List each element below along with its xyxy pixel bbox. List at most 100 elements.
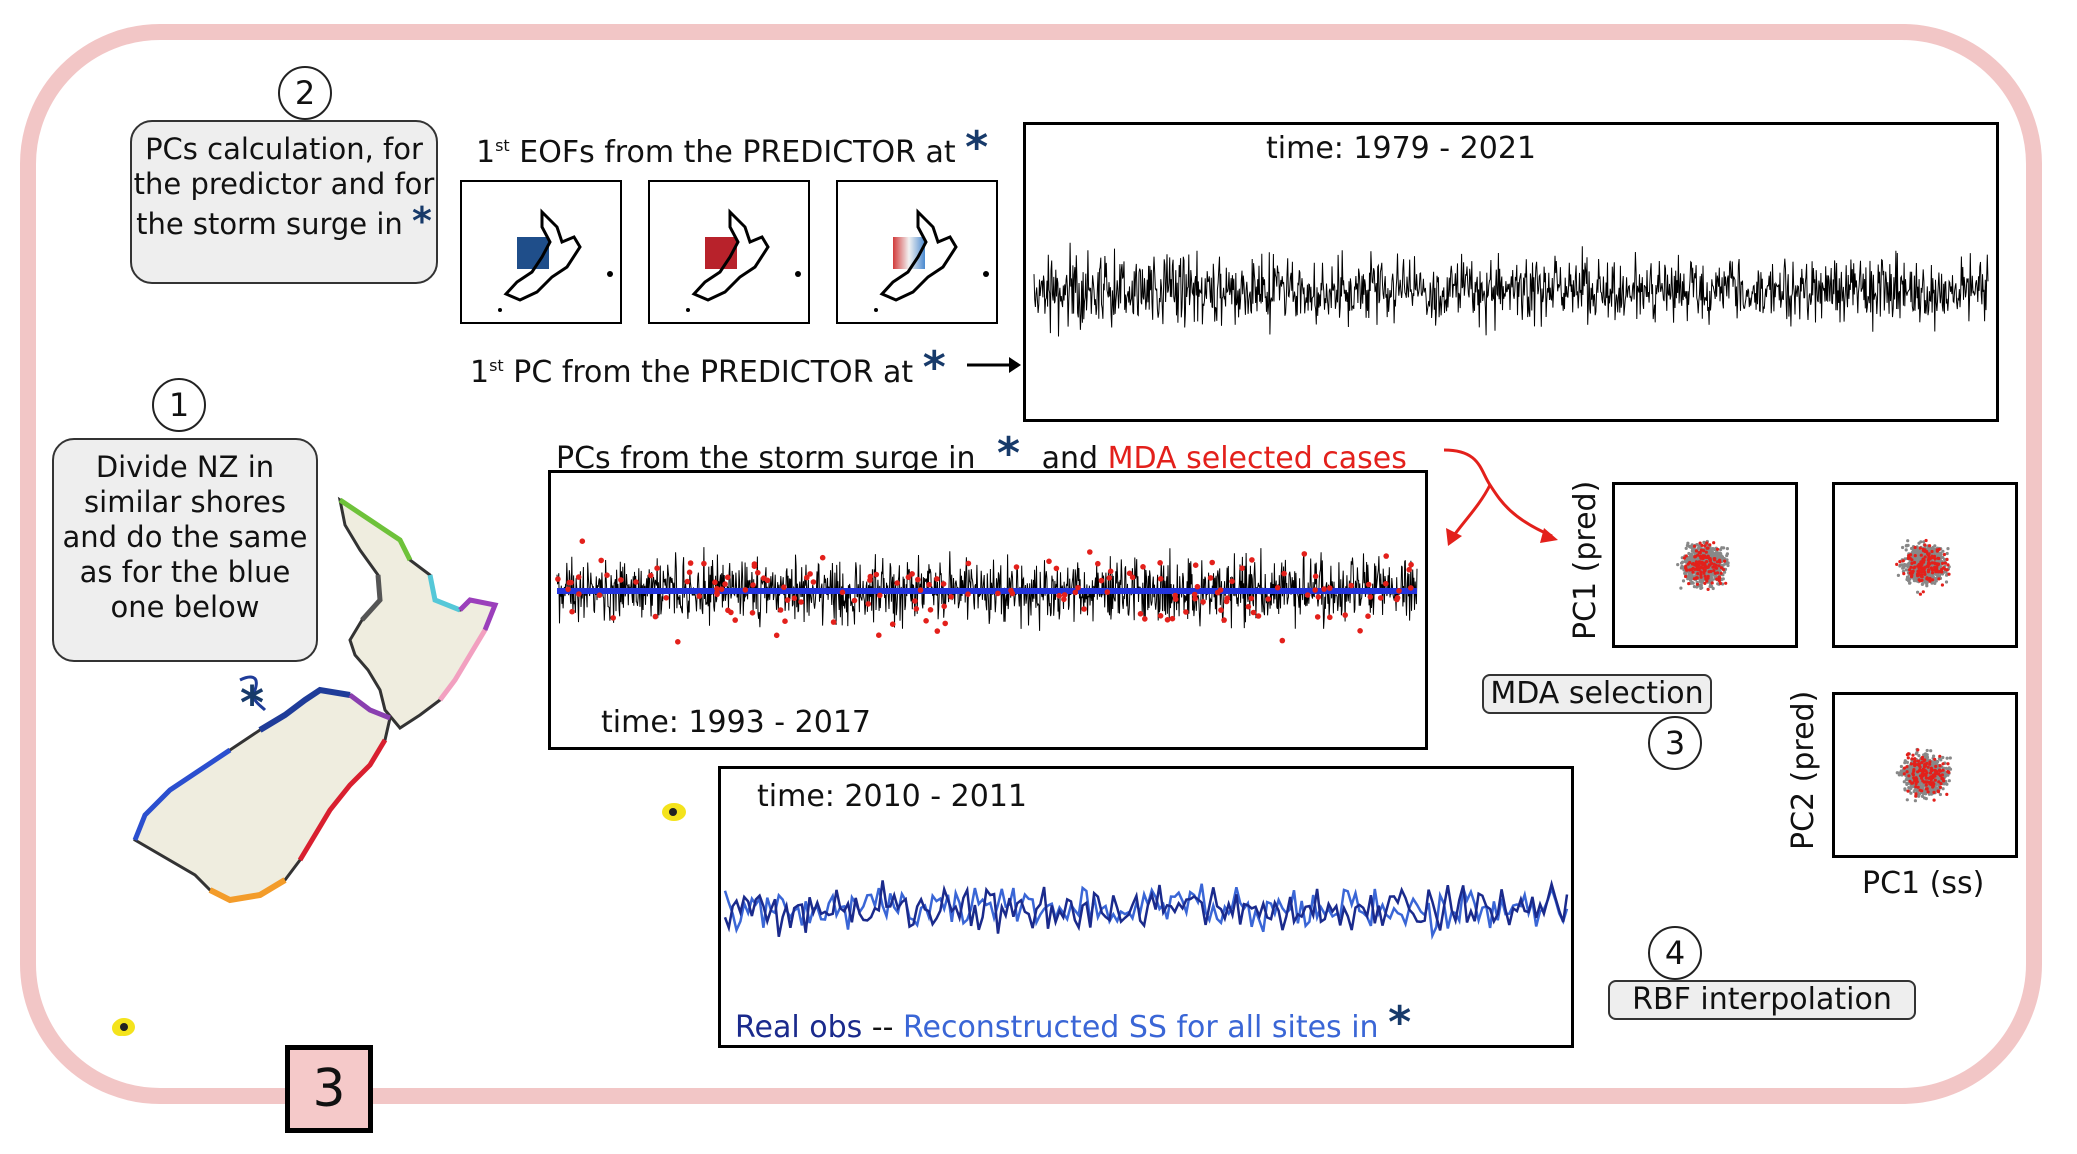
mda-point — [1916, 569, 1920, 574]
mda-point — [1920, 776, 1924, 780]
mda-point — [1365, 581, 1372, 588]
mda-point — [1928, 544, 1932, 548]
mda-point — [1920, 566, 1924, 570]
mda-point — [777, 607, 784, 613]
mda-point — [1914, 792, 1918, 796]
mda-point — [1207, 575, 1214, 581]
mda-point — [1909, 762, 1913, 766]
scatter-point — [1690, 549, 1694, 553]
scatter-point — [1920, 784, 1924, 788]
mda-point — [1087, 549, 1093, 555]
mda-point — [1694, 549, 1698, 553]
mda-point — [598, 557, 604, 564]
mda-point — [1926, 564, 1930, 568]
scatter-point — [1908, 765, 1912, 769]
scatter-point — [1699, 583, 1703, 587]
mda-point — [1221, 617, 1227, 623]
mda-point — [1941, 777, 1945, 781]
scatter-point — [1896, 573, 1900, 577]
mda-point — [1703, 574, 1707, 578]
mda-point — [839, 589, 846, 596]
mda-point — [633, 579, 639, 585]
mda-point — [1918, 546, 1922, 550]
mda-point — [905, 574, 912, 580]
page-number: 3 — [285, 1045, 373, 1133]
mda-point — [926, 581, 932, 588]
scatter-point — [1933, 577, 1937, 581]
mda-point — [867, 577, 873, 583]
scatter-point — [1916, 590, 1920, 594]
mda-point — [1715, 547, 1720, 551]
star-icon: * — [965, 122, 989, 173]
scatter-point — [1687, 551, 1691, 556]
mda-point — [1946, 563, 1950, 567]
mda-point — [1142, 616, 1148, 622]
eof-map-1 — [460, 180, 622, 324]
mda-point — [1194, 583, 1201, 590]
mda-point — [1009, 590, 1016, 597]
mda-point — [877, 592, 883, 599]
mda-point — [1928, 579, 1932, 583]
mda-point — [1715, 571, 1720, 575]
mda-point — [1918, 592, 1922, 596]
scatter-point — [1687, 557, 1691, 561]
scatter-point — [1903, 562, 1907, 567]
scatter-point — [1895, 771, 1899, 775]
mda-point — [819, 554, 826, 561]
mda-point — [1075, 584, 1081, 591]
scatter-point — [1907, 562, 1911, 566]
mda-point — [1248, 595, 1255, 602]
mda-point — [686, 569, 693, 576]
mda-point — [948, 594, 954, 600]
mda-point — [569, 608, 575, 615]
mda-point — [1718, 581, 1723, 585]
mda-point — [1223, 598, 1230, 605]
scatter-point — [1938, 792, 1942, 797]
mda-point — [750, 582, 756, 588]
mda-point — [1923, 543, 1927, 547]
mda-point — [773, 632, 780, 639]
mda-point — [1327, 585, 1333, 591]
mda-point — [1933, 778, 1937, 782]
mda-point — [1377, 595, 1384, 601]
scatter-point — [1681, 579, 1686, 583]
scatter-point — [1903, 788, 1907, 792]
mda-point — [1013, 564, 1020, 570]
mda-point — [1936, 562, 1941, 566]
mda-point — [1046, 558, 1052, 565]
mda-point — [724, 574, 731, 581]
mda-point — [942, 620, 948, 627]
mda-point — [1932, 790, 1936, 794]
island-icon — [662, 803, 686, 821]
mda-point — [1910, 561, 1914, 565]
mda-point — [1936, 790, 1941, 794]
scatter-point — [1691, 581, 1695, 585]
mda-point — [648, 572, 654, 579]
mda-point — [1342, 612, 1348, 618]
scatter-point — [1915, 750, 1919, 755]
scatter-point — [1905, 575, 1910, 579]
mda-point — [1929, 778, 1933, 782]
mda-point — [1928, 782, 1932, 786]
mda-point — [1925, 780, 1929, 784]
mda-point — [1930, 555, 1934, 560]
mda-point — [1072, 589, 1079, 596]
mda-point — [1902, 766, 1907, 770]
mda-point — [1357, 628, 1363, 634]
mda-point — [1723, 559, 1727, 563]
mda-point — [1934, 764, 1938, 768]
series-line — [723, 879, 1569, 938]
step-1-text: Divide NZ in similar shores and do the s… — [62, 450, 308, 624]
mda-point — [1408, 585, 1414, 591]
scatter-point — [1912, 789, 1916, 794]
mda-point — [830, 619, 837, 625]
mda-point — [1924, 787, 1929, 791]
mda-point — [934, 628, 941, 634]
mda-point — [1941, 561, 1945, 565]
scatter-point — [1922, 753, 1926, 757]
scatter-point — [1931, 545, 1935, 550]
mda-point — [912, 598, 918, 604]
scatter-point — [1929, 749, 1933, 753]
mda-point — [1932, 798, 1936, 802]
star-icon: * — [240, 676, 265, 730]
